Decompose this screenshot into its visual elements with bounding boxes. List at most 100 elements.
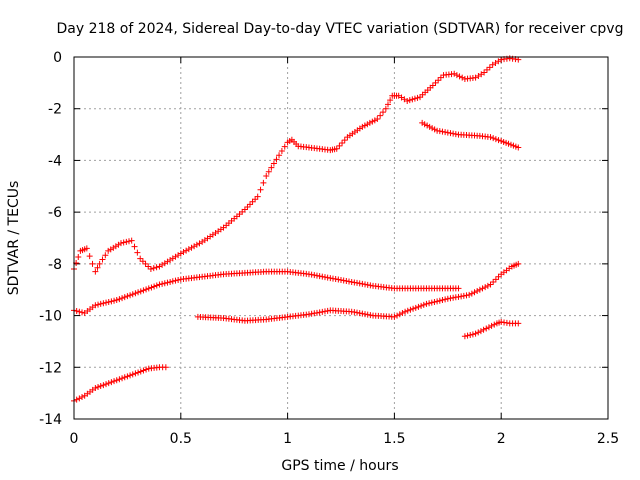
data-point (121, 374, 128, 381)
data-point (105, 298, 112, 305)
data-point (76, 395, 83, 402)
data-point (482, 284, 489, 291)
data-point (150, 265, 157, 272)
data-point (249, 198, 256, 205)
data-point (148, 284, 155, 291)
data-point (423, 300, 430, 307)
data-point (490, 135, 497, 142)
data-point (418, 302, 425, 309)
data-point (409, 96, 416, 103)
data-point (120, 239, 127, 246)
x-tick-label: 1.5 (383, 431, 405, 447)
data-point (140, 287, 147, 294)
x-tick-label: 1 (283, 431, 292, 447)
data-point (172, 277, 179, 284)
data-point (402, 308, 409, 315)
data-point (97, 383, 104, 390)
data-point (145, 285, 152, 292)
data-point (175, 277, 182, 284)
data-point (183, 247, 190, 254)
data-point (244, 203, 251, 210)
x-tick-label: 0.5 (170, 431, 192, 447)
data-point (515, 320, 522, 327)
data-point (487, 134, 494, 141)
data-point (377, 112, 384, 119)
data-point (111, 378, 118, 385)
data-point (108, 298, 115, 305)
data-point (95, 384, 102, 391)
data-point (471, 289, 478, 296)
data-point (453, 72, 460, 79)
series-arc-5 (419, 119, 522, 151)
y-tick-label: -4 (48, 153, 62, 169)
data-point (432, 79, 439, 86)
data-point (137, 255, 144, 262)
y-tick-label: -6 (48, 205, 62, 221)
data-point (123, 238, 130, 245)
data-point (380, 109, 387, 116)
data-point (97, 300, 104, 307)
data-point (169, 278, 176, 285)
data-point (103, 381, 110, 388)
data-point (268, 164, 275, 171)
data-point (396, 311, 403, 318)
series-arc-1 (71, 55, 522, 275)
data-point (131, 243, 138, 250)
data-point (143, 286, 150, 293)
data-point (128, 237, 135, 244)
y-tick-label: -12 (39, 360, 62, 376)
data-point (281, 143, 288, 150)
x-tick-label: 0 (70, 431, 79, 447)
data-point (488, 322, 495, 329)
data-point (124, 373, 131, 380)
y-tick-label: -10 (39, 309, 62, 325)
data-point (241, 206, 248, 213)
data-point (391, 313, 398, 320)
data-point (129, 291, 136, 298)
y-tick-label: 0 (53, 50, 62, 66)
data-point (456, 73, 463, 80)
data-point (119, 295, 126, 302)
data-point (468, 290, 475, 297)
data-point (495, 273, 502, 280)
data-point (94, 264, 101, 271)
data-point (420, 301, 427, 308)
data-point (481, 69, 488, 76)
data-point (119, 375, 126, 382)
data-point (515, 144, 522, 151)
data-point (426, 300, 433, 307)
data-point (117, 240, 124, 247)
data-point (339, 139, 346, 146)
data-point (467, 331, 474, 338)
data-point (333, 145, 340, 152)
data-point (95, 301, 102, 308)
series-arc-6 (461, 319, 522, 340)
data-point (459, 74, 466, 81)
data-point (79, 309, 86, 316)
data-point (116, 376, 123, 383)
data-point (177, 250, 184, 257)
data-point (156, 281, 163, 288)
data-point (410, 305, 417, 312)
data-point (483, 66, 490, 73)
data-point (252, 196, 259, 203)
data-point (435, 77, 442, 84)
data-point (102, 252, 109, 259)
data-point (159, 280, 166, 287)
data-point (254, 193, 261, 200)
data-point (140, 367, 147, 374)
data-point (474, 288, 481, 295)
data-point (145, 263, 152, 270)
data-point (461, 333, 468, 340)
chart-title: Day 218 of 2024, Sidereal Day-to-day VTE… (57, 21, 624, 37)
data-point (83, 245, 90, 252)
data-point (162, 364, 169, 371)
x-tick-label: 2.5 (597, 431, 619, 447)
data-point (143, 366, 150, 373)
data-point (151, 283, 158, 290)
data-point (137, 288, 144, 295)
data-point (374, 116, 381, 123)
data-point (384, 101, 391, 108)
data-point (113, 377, 120, 384)
data-point (161, 280, 168, 287)
